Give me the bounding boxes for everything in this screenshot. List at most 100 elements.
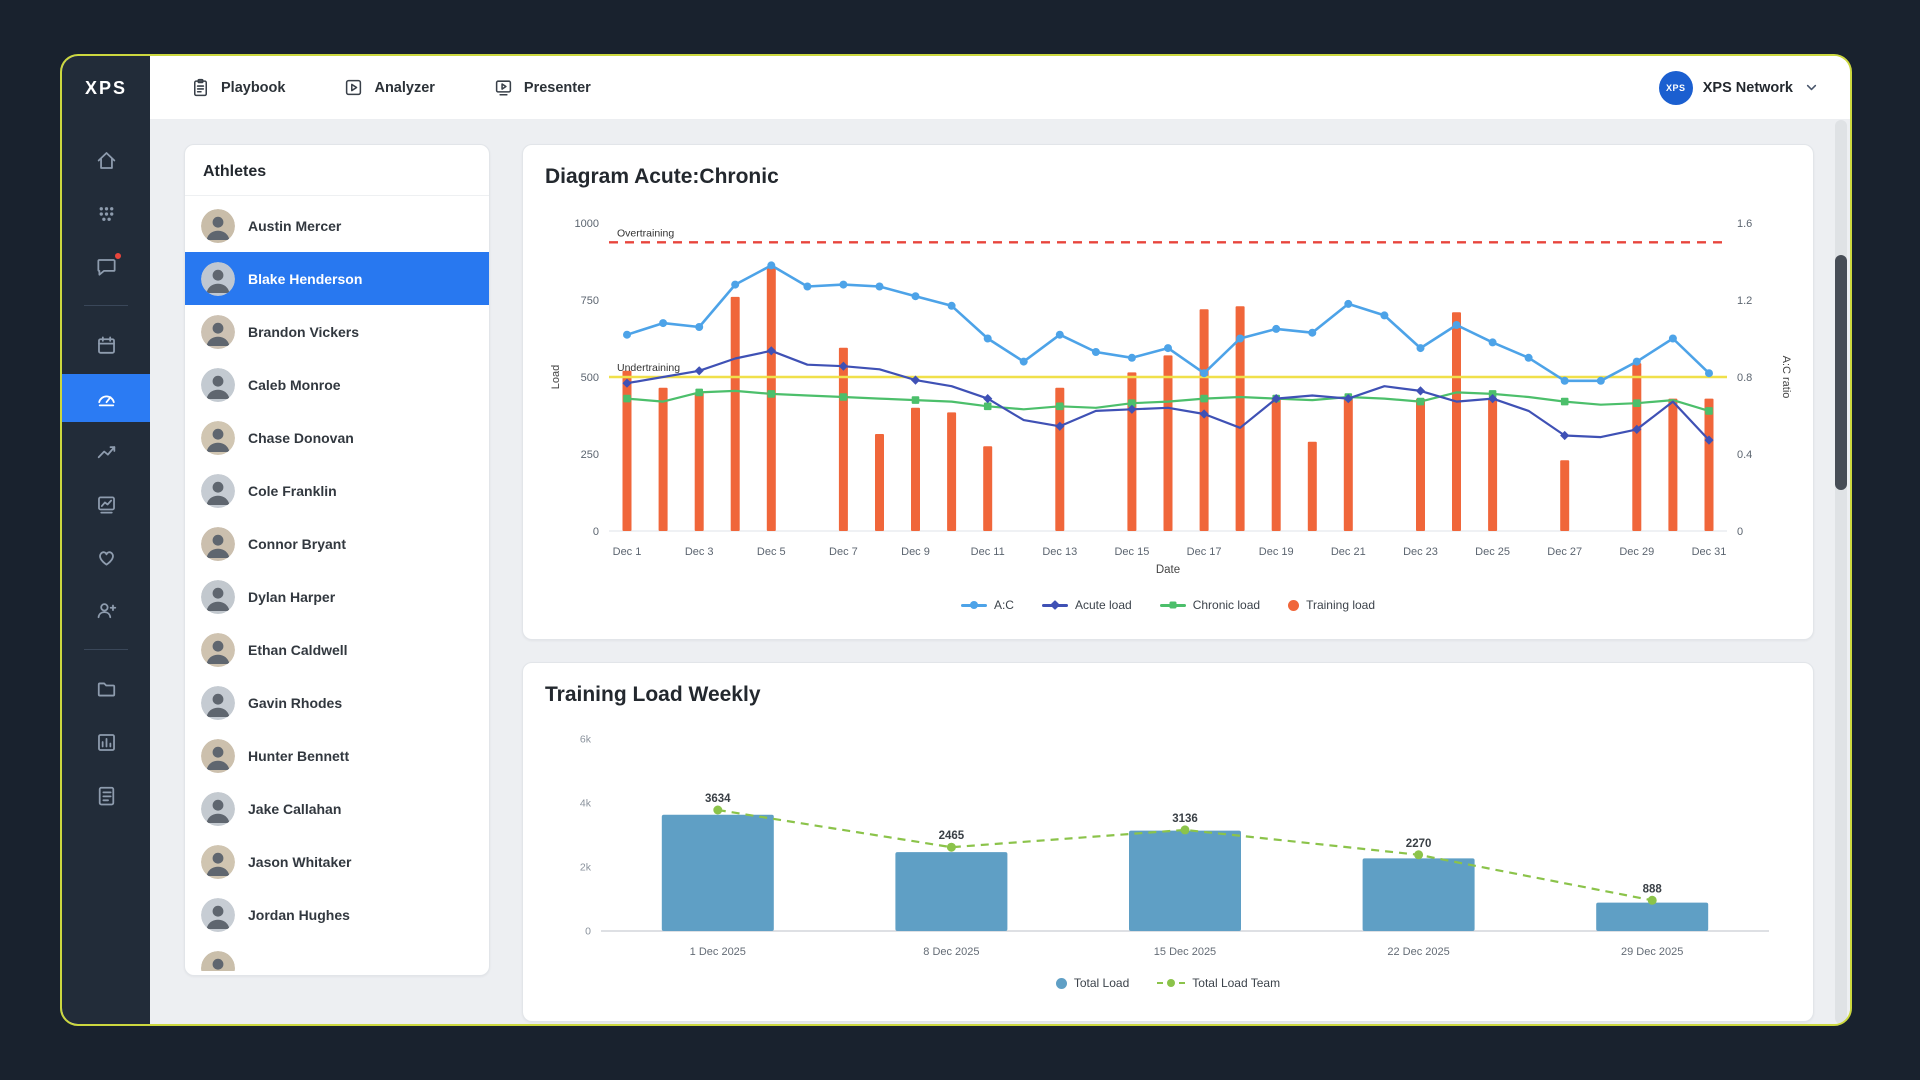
athlete-name: Gavin Rhodes xyxy=(248,694,343,711)
weekly-load-chart: 0 2k 4k 6k 3634 2465 3136 2270 888 1 Dec 2025 8 De… xyxy=(580,734,1769,958)
svg-text:0: 0 xyxy=(1737,526,1743,538)
avatar xyxy=(201,473,235,508)
svg-text:29 Dec 2025: 29 Dec 2025 xyxy=(1621,946,1683,958)
sidebar-item-bar-chart[interactable] xyxy=(62,718,150,766)
sidebar-item-team[interactable] xyxy=(62,189,150,237)
sidebar-item-chat[interactable] xyxy=(62,242,150,290)
athlete-row[interactable]: Chase Donovan xyxy=(185,411,489,464)
avatar-image xyxy=(201,261,235,296)
legend-label: Total Load xyxy=(1073,976,1130,990)
tab-label: Presenter xyxy=(523,79,591,96)
athlete-row[interactable]: Austin Mercer xyxy=(185,199,489,252)
svg-text:Dec 25: Dec 25 xyxy=(1475,546,1510,558)
app-logo: XPS xyxy=(62,56,150,120)
legend-item[interactable]: Total Load Team xyxy=(1157,976,1280,990)
svg-text:Dec 7: Dec 7 xyxy=(829,546,858,558)
avatar-image xyxy=(201,738,235,773)
sidebar-item-add-user[interactable] xyxy=(62,586,150,634)
chart-board-icon xyxy=(97,496,115,514)
athlete-name: Blake Henderson xyxy=(248,270,363,287)
avatar xyxy=(201,685,235,720)
sidebar-item-dashboard[interactable] xyxy=(62,374,150,422)
svg-text:2k: 2k xyxy=(580,862,592,874)
svg-text:1000: 1000 xyxy=(575,218,599,230)
svg-text:3136: 3136 xyxy=(1172,813,1198,825)
sidebar-divider xyxy=(84,305,128,306)
legend-label: A:C xyxy=(993,598,1014,612)
app-window: XPS Playbook Analyzer Presenter XPS XPS Ne… xyxy=(60,54,1852,1026)
sidebar-item-chart-board[interactable] xyxy=(62,480,150,528)
weekly-load-title: Training Load Weekly xyxy=(545,683,761,706)
legend-item[interactable]: A:C xyxy=(960,598,1014,612)
svg-text:0.4: 0.4 xyxy=(1737,449,1752,461)
sidebar-item-home[interactable] xyxy=(62,136,150,184)
athlete-row[interactable]: Gavin Rhodes xyxy=(185,676,489,729)
svg-text:Dec 27: Dec 27 xyxy=(1547,546,1582,558)
avatar xyxy=(201,844,235,879)
athletes-panel: Athletes Austin Mercer Blake Henderson Bra… xyxy=(184,144,490,976)
avatar-image xyxy=(201,791,235,826)
athlete-name: Jordan Hughes xyxy=(248,906,350,923)
svg-text:Dec 17: Dec 17 xyxy=(1187,546,1222,558)
analyzer-icon xyxy=(346,79,362,96)
sidebar-item-folder[interactable] xyxy=(62,665,150,713)
athletes-list: Austin Mercer Blake Henderson Brandon Vick… xyxy=(185,196,489,971)
athlete-row[interactable]: Cole Franklin xyxy=(185,464,489,517)
avatar xyxy=(201,314,235,349)
avatar xyxy=(201,420,235,455)
athlete-row[interactable]: Connor Bryant xyxy=(185,517,489,570)
app-logo-text: XPS xyxy=(84,77,128,98)
avatar-image xyxy=(201,632,235,667)
athlete-name: Jason Whitaker xyxy=(248,853,352,870)
notification-badge xyxy=(113,251,123,261)
acute-chronic-card: Diagram Acute:Chronic 0 250 500 750 1000 0 0.4… xyxy=(522,144,1814,640)
top-bar: XPS Playbook Analyzer Presenter XPS XPS Ne… xyxy=(62,56,1850,120)
athlete-row[interactable]: Jake Callahan xyxy=(185,782,489,835)
athlete-row[interactable]: Dylan Harper xyxy=(185,570,489,623)
svg-text:Dec 29: Dec 29 xyxy=(1619,546,1654,558)
charts-column: Diagram Acute:Chronic 0 250 500 750 1000 0 0.4… xyxy=(522,144,1814,1024)
athlete-row[interactable]: Ethan Caldwell xyxy=(185,623,489,676)
svg-text:Dec 3: Dec 3 xyxy=(685,546,714,558)
add-user-icon xyxy=(97,602,116,618)
svg-text:0: 0 xyxy=(585,926,591,938)
sidebar-item-checklist[interactable] xyxy=(62,771,150,819)
athlete-row[interactable]: Brandon Vickers xyxy=(185,305,489,358)
sidebar-item-trend[interactable] xyxy=(62,427,150,475)
legend-item[interactable]: Total Load xyxy=(1055,976,1130,990)
account-menu[interactable]: XPS XPS Network xyxy=(1658,70,1820,105)
tab-analyzer[interactable]: Analyzer xyxy=(343,77,435,98)
legend-item[interactable]: Training load xyxy=(1288,598,1375,612)
athlete-row[interactable]: Jason Whitaker xyxy=(185,835,489,888)
svg-text:Dec 11: Dec 11 xyxy=(971,546,1005,558)
avatar-image xyxy=(201,526,235,561)
svg-text:2465: 2465 xyxy=(939,830,965,842)
svg-text:15 Dec 2025: 15 Dec 2025 xyxy=(1154,946,1216,958)
avatar xyxy=(201,791,235,826)
athlete-row[interactable]: Caleb Monroe xyxy=(185,358,489,411)
tab-presenter[interactable]: Presenter xyxy=(493,77,591,98)
legend-label: Acute load xyxy=(1074,598,1132,612)
legend-item[interactable]: Acute load xyxy=(1041,598,1132,612)
sidebar-item-health[interactable] xyxy=(62,533,150,581)
legend-swatch xyxy=(1055,977,1067,989)
scrollbar-thumb[interactable] xyxy=(1835,255,1847,490)
athlete-row[interactable]: Jordan Hughes xyxy=(185,888,489,941)
tab-playbook[interactable]: Playbook xyxy=(190,77,285,98)
svg-text:8 Dec 2025: 8 Dec 2025 xyxy=(923,946,979,958)
athlete-row[interactable]: Blake Henderson xyxy=(185,252,489,305)
athletes-title: Athletes xyxy=(185,145,489,196)
acute-chronic-title: Diagram Acute:Chronic xyxy=(545,165,779,188)
weekly-load-legend: Total Load Total Load Team xyxy=(545,976,1791,990)
athlete-row[interactable]: Hunter Bennett xyxy=(185,729,489,782)
athlete-row-partial[interactable] xyxy=(185,941,489,971)
avatar xyxy=(201,897,235,932)
svg-text:A:C ratio: A:C ratio xyxy=(1780,356,1792,399)
athlete-name: Connor Bryant xyxy=(248,535,346,552)
acute-chronic-chart: 0 250 500 750 1000 0 0.4 0.8 1.2 1.6 Dec 1 Dec 3 Dec… xyxy=(550,218,1792,576)
legend-item[interactable]: Chronic load xyxy=(1159,598,1260,612)
avatar-image xyxy=(201,579,235,614)
svg-text:500: 500 xyxy=(581,372,599,384)
sidebar-item-calendar[interactable] xyxy=(62,321,150,369)
chat-icon xyxy=(96,258,116,276)
